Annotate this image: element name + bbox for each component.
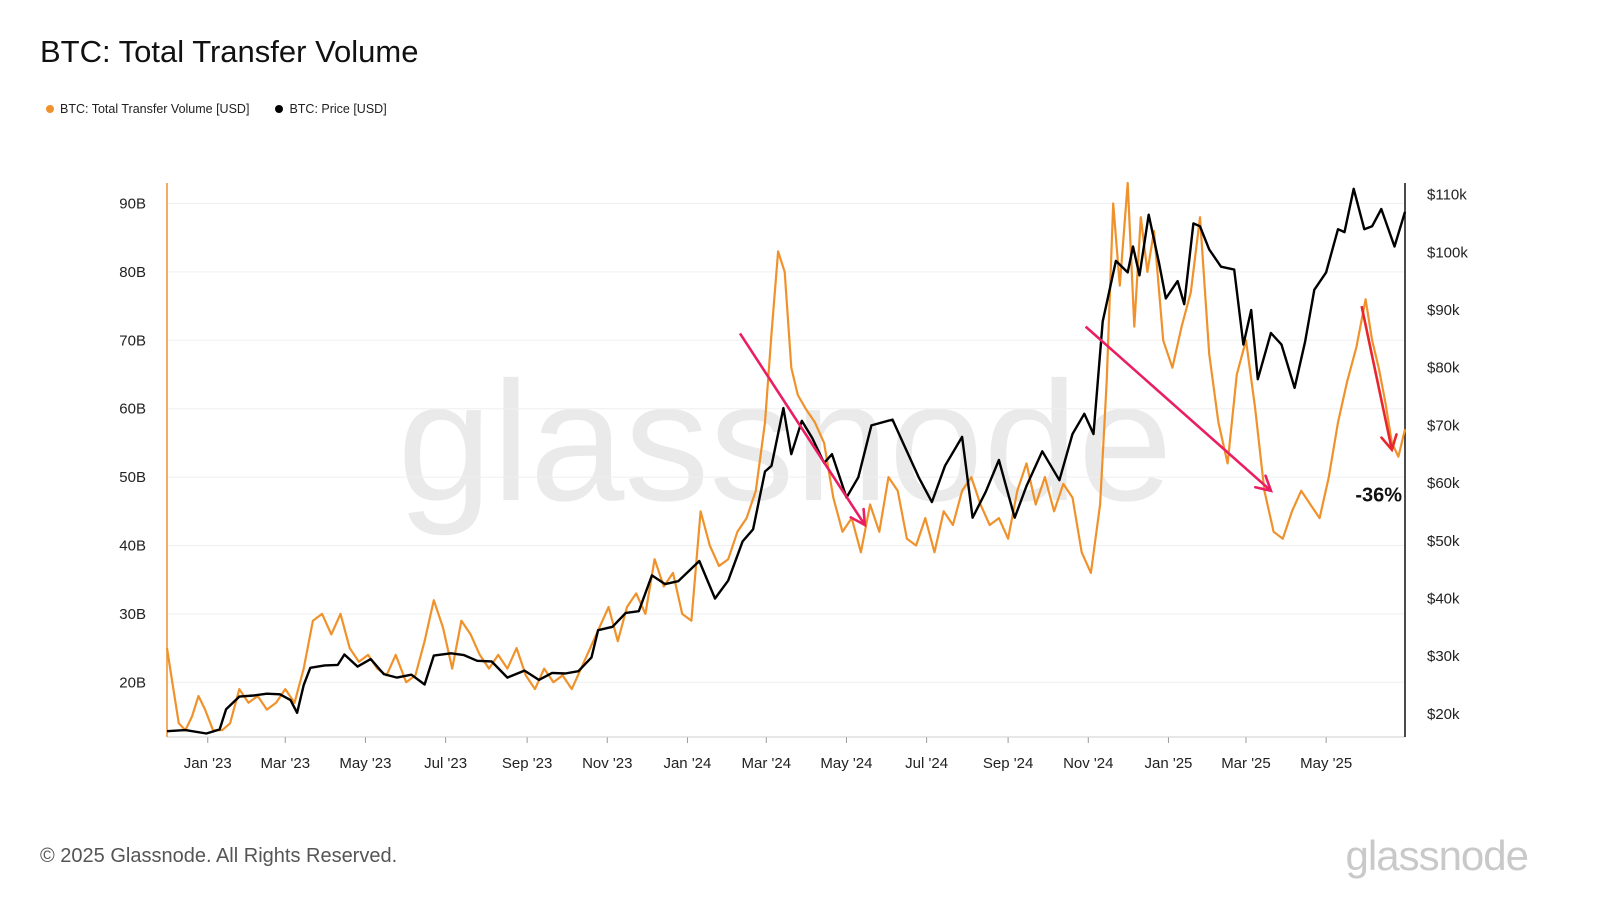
legend-item-price[interactable]: BTC: Price [USD] xyxy=(275,102,387,116)
x-axis-tick-label: Mar '25 xyxy=(1221,755,1271,772)
x-axis-tick-label: Jul '23 xyxy=(424,755,467,772)
legend-marker-volume xyxy=(46,105,54,113)
annotation-arrow-head xyxy=(849,507,867,528)
x-axis-tick-label: May '24 xyxy=(820,755,872,772)
annotation-arrow-head xyxy=(1254,474,1273,493)
x-axis-tick-label: Mar '24 xyxy=(742,755,792,772)
annotation-arrow-shaft xyxy=(1084,325,1272,492)
right-axis-tick-label: $80k xyxy=(1427,360,1460,377)
legend-label-volume: BTC: Total Transfer Volume [USD] xyxy=(60,102,250,116)
right-axis-tick-label: $30k xyxy=(1427,648,1460,665)
annotation-arrow-head xyxy=(1380,433,1398,453)
legend-marker-price xyxy=(275,105,284,113)
right-axis-tick-label: $40k xyxy=(1427,591,1460,608)
right-axis-tick-label: $100k xyxy=(1427,244,1468,261)
x-axis-tick-label: Sep '24 xyxy=(983,755,1033,772)
x-axis-tick-label: Nov '23 xyxy=(582,755,632,772)
chart-title: BTC: Total Transfer Volume xyxy=(40,34,419,69)
right-axis-tick-label: $50k xyxy=(1427,533,1460,550)
x-axis-tick-label: Jul '24 xyxy=(905,755,948,772)
series-line-transfer-volume xyxy=(165,181,1407,732)
legend-item-volume[interactable]: BTC: Total Transfer Volume [USD] xyxy=(46,102,249,116)
x-axis-tick-label: Jan '25 xyxy=(1144,755,1192,772)
annotation-arrow-shaft xyxy=(1360,305,1394,451)
watermark-text: glassnode xyxy=(397,347,1172,537)
x-axis-tick-label: Mar '23 xyxy=(260,755,310,772)
right-axis-tick-label: $110k xyxy=(1427,187,1467,204)
annotation-change-label: -36% xyxy=(1355,485,1402,507)
x-axis-tick-label: Jan '24 xyxy=(663,755,711,772)
legend: BTC: Total Transfer Volume [USD] BTC: Pr… xyxy=(46,102,387,116)
left-axis-tick-label: 70B xyxy=(119,332,146,349)
x-axis-tick-label: May '25 xyxy=(1300,755,1352,772)
left-axis-tick-label: 80B xyxy=(119,264,146,281)
right-axis-tick-label: $20k xyxy=(1427,706,1460,723)
left-axis-tick-label: 40B xyxy=(119,537,146,554)
x-axis-tick-label: Jan '23 xyxy=(184,755,232,772)
legend-label-price: BTC: Price [USD] xyxy=(289,102,387,116)
brand-logo: glassnode xyxy=(1345,832,1529,879)
left-axis-tick-label: 60B xyxy=(119,401,146,418)
left-axis-tick-label: 30B xyxy=(119,606,146,623)
left-axis-tick-label: 20B xyxy=(119,674,146,691)
right-axis-tick-label: $60k xyxy=(1427,475,1460,492)
copyright-text: © 2025 Glassnode. All Rights Reserved. xyxy=(40,845,398,867)
x-axis-tick-label: Nov '24 xyxy=(1063,755,1113,772)
left-axis-tick-label: 90B xyxy=(119,196,146,213)
x-axis-tick-label: May '23 xyxy=(339,755,391,772)
left-axis-tick-label: 50B xyxy=(119,469,146,486)
annotation-arrow-shaft xyxy=(738,332,866,526)
right-axis-tick-label: $90k xyxy=(1427,302,1460,319)
x-axis-tick-label: Sep '23 xyxy=(502,755,552,772)
right-axis-tick-label: $70k xyxy=(1427,417,1460,434)
